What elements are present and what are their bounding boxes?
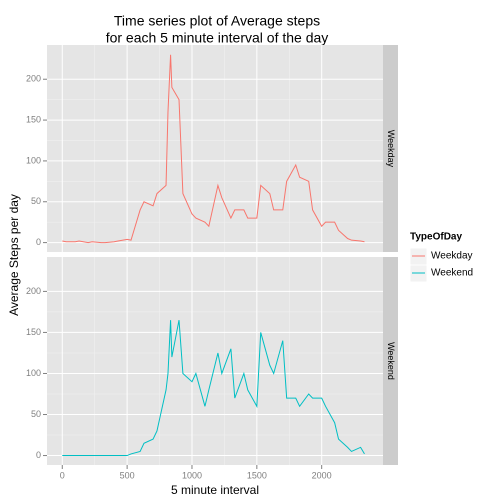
x-tick-label: 1500 bbox=[247, 470, 267, 480]
panel-background bbox=[47, 45, 383, 252]
y-tick-label: 150 bbox=[26, 327, 41, 337]
legend-label: Weekend bbox=[431, 268, 473, 279]
y-tick-label: 100 bbox=[26, 368, 41, 378]
y-tick-label: 100 bbox=[26, 155, 41, 165]
legend-title: TypeOfDay bbox=[410, 232, 462, 243]
legend-label: Weekday bbox=[431, 251, 473, 262]
x-tick-label: 2000 bbox=[312, 470, 332, 480]
x-tick-label: 500 bbox=[120, 470, 135, 480]
y-tick-label: 200 bbox=[26, 74, 41, 84]
y-tick-label: 200 bbox=[26, 286, 41, 296]
y-tick-label: 50 bbox=[31, 409, 41, 419]
x-tick-label: 1000 bbox=[182, 470, 202, 480]
y-tick-label: 150 bbox=[26, 114, 41, 124]
facet-strip bbox=[383, 257, 398, 465]
facet-strip-label: Weekend bbox=[386, 342, 396, 380]
y-axis-label: Average Steps per day bbox=[7, 194, 21, 316]
facet-strip-label: Weekday bbox=[386, 130, 396, 168]
x-axis-label: 5 minute interval bbox=[171, 483, 259, 497]
x-tick-label: 0 bbox=[60, 470, 65, 480]
chart-title: Time series plot of Average steps bbox=[114, 13, 320, 29]
chart-title: for each 5 minute interval of the day bbox=[106, 30, 329, 46]
series-line bbox=[62, 54, 365, 244]
y-tick-label: 0 bbox=[36, 237, 41, 247]
y-tick-label: 50 bbox=[31, 196, 41, 206]
facet-strip bbox=[383, 45, 398, 252]
y-tick-label: 0 bbox=[36, 450, 41, 460]
series-line bbox=[62, 320, 365, 457]
panel-background bbox=[47, 257, 383, 465]
